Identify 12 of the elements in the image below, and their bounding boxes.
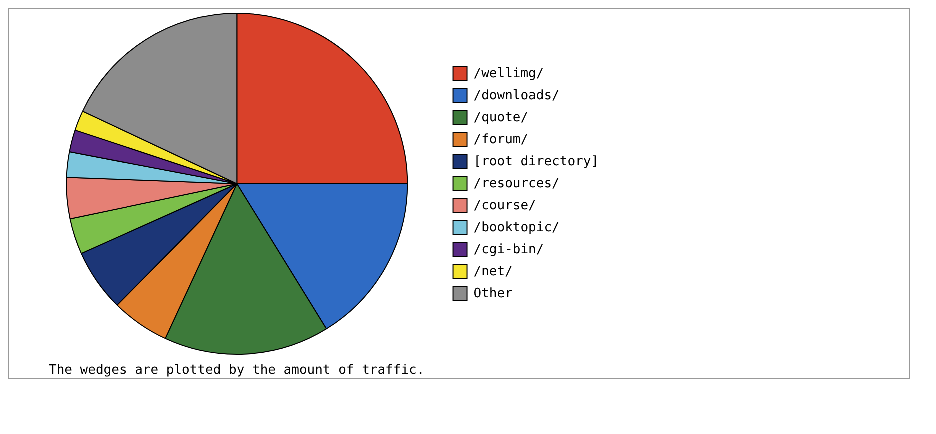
- legend-label: /resources/: [474, 176, 560, 192]
- legend-label: /net/: [474, 264, 513, 280]
- legend-label: /wellimg/: [474, 66, 544, 82]
- legend-label: /booktopic/: [474, 220, 560, 236]
- legend-label: /course/: [474, 198, 536, 214]
- legend-label: Other: [474, 286, 514, 302]
- legend-label: /cgi-bin/: [474, 242, 544, 258]
- text: The wedges are plotted by the amount of traffic.: [48, 362, 426, 378]
- legend-label: /quote/: [474, 110, 529, 126]
- legend-label: /downloads/: [474, 88, 560, 104]
- legend-label: [root directory]: [474, 154, 600, 170]
- legend-label: /forum/: [474, 132, 529, 148]
